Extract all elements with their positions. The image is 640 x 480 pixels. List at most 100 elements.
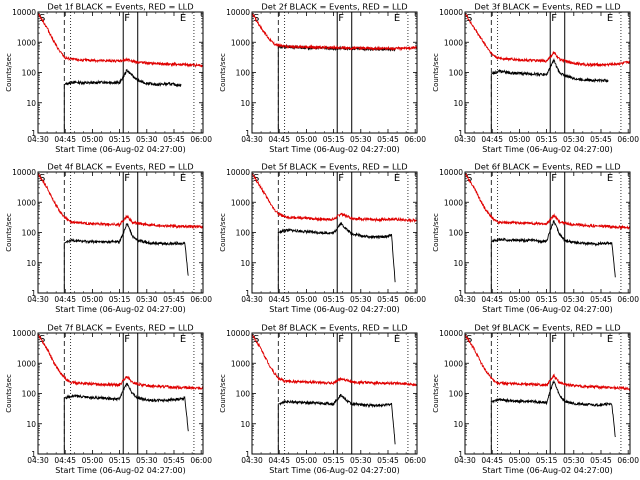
- y-tick-label: 100: [236, 229, 251, 238]
- events-series-line: [277, 44, 396, 132]
- y-tick-label: 1000: [17, 198, 36, 207]
- y-tick-label: 1: [31, 450, 36, 459]
- x-tick-label: 06:00: [404, 295, 426, 304]
- y-tick-label: 10: [453, 420, 463, 429]
- y-tick-label: 10000: [226, 8, 250, 17]
- y-tick-label: 10: [26, 420, 36, 429]
- x-tick-label: 05:00: [296, 135, 318, 144]
- x-tick-label: 05:00: [296, 295, 318, 304]
- x-tick-label: 04:30: [27, 456, 49, 465]
- marker-letter: E: [607, 334, 613, 345]
- x-tick-label: 05:30: [350, 135, 372, 144]
- x-tick-label: 05:00: [509, 295, 531, 304]
- y-tick-label: 10: [240, 99, 250, 108]
- lld-series-line: [38, 13, 203, 69]
- x-tick-label: 05:45: [377, 456, 399, 465]
- lld-series-line: [38, 173, 203, 230]
- panel-7: Det 7f BLACK = Events, RED = LLD Counts/s…: [5, 323, 212, 476]
- x-tick-label: 05:45: [163, 456, 185, 465]
- x-tick-label: 04:30: [27, 295, 49, 304]
- panel-3: Det 3f BLACK = Events, RED = LLD Counts/s…: [432, 2, 639, 155]
- y-tick-label: 100: [236, 390, 251, 399]
- y-tick-label: 100: [22, 229, 37, 238]
- x-axis-label: Start Time (06-Aug-02 04:27:00): [55, 466, 186, 475]
- y-axis-label: Counts/sec: [432, 213, 440, 252]
- x-tick-label: 05:00: [509, 456, 531, 465]
- x-tick-label: 05:45: [377, 135, 399, 144]
- x-tick-label: 04:45: [54, 456, 76, 465]
- panel-4: Det 4f BLACK = Events, RED = LLD Counts/s…: [5, 162, 212, 315]
- y-tick-label: 10: [240, 259, 250, 268]
- x-tick-label: 05:15: [109, 135, 131, 144]
- x-tick-label: 04:45: [268, 135, 290, 144]
- x-tick-label: 05:00: [82, 456, 104, 465]
- x-axis-label: Start Time (06-Aug-02 04:27:00): [269, 466, 400, 475]
- y-axis-label: Counts/sec: [219, 213, 227, 252]
- x-tick-label: 04:30: [241, 295, 263, 304]
- x-axis-label: Start Time (06-Aug-02 04:27:00): [269, 305, 400, 314]
- lld-series-line: [465, 13, 630, 68]
- y-tick-label: 100: [449, 69, 464, 78]
- marker-letter: F: [338, 334, 344, 345]
- x-axis-label: Start Time (06-Aug-02 04:27:00): [269, 145, 400, 154]
- plot-frame: [464, 11, 631, 134]
- y-axis-label: Counts/sec: [5, 53, 13, 92]
- panel-6: Det 6f BLACK = Events, RED = LLD Counts/s…: [432, 162, 639, 315]
- y-tick-label: 1: [31, 129, 36, 138]
- x-tick-label: 04:30: [241, 456, 263, 465]
- y-tick-label: 1: [458, 450, 463, 459]
- panel-title: Det 5f BLACK = Events, RED = LLD: [261, 162, 407, 172]
- marker-letter: E: [394, 13, 400, 24]
- panel-title: Det 8f BLACK = Events, RED = LLD: [261, 323, 407, 333]
- x-tick-label: 06:00: [617, 135, 639, 144]
- y-tick-label: 10000: [439, 8, 463, 17]
- x-tick-label: 05:15: [536, 295, 558, 304]
- x-tick-label: 05:15: [323, 456, 345, 465]
- y-axis-label: Counts/sec: [219, 53, 227, 92]
- x-tick-label: 05:45: [163, 295, 185, 304]
- x-tick-label: 04:30: [27, 135, 49, 144]
- x-tick-label: 05:15: [109, 295, 131, 304]
- panel-1: Det 1f BLACK = Events, RED = LLD Counts/s…: [5, 2, 212, 155]
- x-tick-label: 06:00: [617, 456, 639, 465]
- plot-frame: [464, 332, 631, 455]
- x-tick-label: 05:00: [82, 135, 104, 144]
- y-tick-label: 10: [240, 420, 250, 429]
- x-tick-label: 05:15: [109, 456, 131, 465]
- x-axis-label: Start Time (06-Aug-02 04:27:00): [55, 305, 186, 314]
- marker-letter: F: [338, 13, 344, 24]
- events-series-line: [277, 393, 396, 453]
- x-tick-label: 05:45: [163, 135, 185, 144]
- x-tick-label: 04:30: [454, 295, 476, 304]
- x-axis-label: Start Time (06-Aug-02 04:27:00): [482, 305, 613, 314]
- x-tick-label: 04:30: [454, 456, 476, 465]
- marker-letter: S: [466, 173, 472, 184]
- y-tick-label: 10000: [12, 329, 36, 338]
- plot-frame: [251, 171, 418, 294]
- y-tick-label: 1000: [231, 38, 250, 47]
- marker-letter: F: [124, 334, 130, 345]
- marker-letter: E: [607, 173, 613, 184]
- marker-letter: S: [39, 173, 45, 184]
- x-tick-label: 05:30: [350, 295, 372, 304]
- events-series-line: [490, 379, 616, 453]
- plot-frame: [37, 171, 204, 294]
- x-tick-label: 05:30: [350, 456, 372, 465]
- y-tick-label: 100: [449, 390, 464, 399]
- lld-series-line: [465, 173, 630, 230]
- lld-series-line: [465, 334, 630, 392]
- marker-letter: F: [551, 334, 557, 345]
- x-tick-label: 06:00: [404, 135, 426, 144]
- x-axis-label: Start Time (06-Aug-02 04:27:00): [482, 466, 613, 475]
- y-tick-label: 1000: [231, 359, 250, 368]
- marker-letter: F: [124, 173, 130, 184]
- marker-letter: F: [551, 13, 557, 24]
- y-tick-label: 10000: [439, 168, 463, 177]
- plot-frame: [251, 11, 418, 134]
- lld-series-line: [252, 334, 417, 387]
- y-tick-label: 100: [449, 229, 464, 238]
- x-tick-label: 04:30: [241, 135, 263, 144]
- y-axis-label: Counts/sec: [432, 53, 440, 92]
- panel-5: Det 5f BLACK = Events, RED = LLD Counts/s…: [219, 162, 426, 315]
- marker-letter: E: [180, 13, 186, 24]
